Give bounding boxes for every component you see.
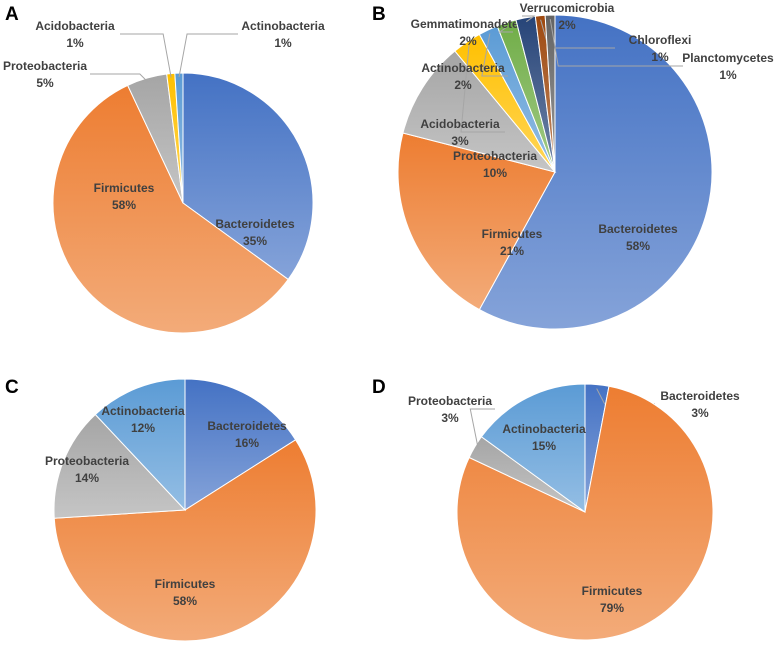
slice-label-percent: 5%: [36, 76, 54, 90]
slice-label: Verrucomicrobia 2%: [520, 1, 615, 32]
slice-label-name: Planctomycetes: [682, 51, 774, 65]
slice-label-percent: 12%: [131, 421, 155, 435]
slice-label-name: Firmicutes: [155, 577, 216, 591]
slice-label-name: Bacteroidetes: [598, 222, 678, 236]
slice-label: Acidobacteria 1%: [35, 19, 115, 50]
slice-label-percent: 35%: [243, 234, 267, 248]
slice-label-name: Verrucomicrobia: [520, 1, 615, 15]
slice-label: Bacteroidetes 58%: [598, 222, 678, 253]
pie-slice-bacteroidetes: [478, 14, 713, 330]
slice-label-name: Actinobacteria: [101, 404, 185, 418]
slice-label-percent: 21%: [500, 244, 524, 258]
pie-slice-actinobacteria: [94, 378, 186, 512]
pie-slice-firmicutes: [53, 439, 317, 642]
slice-label: Proteobacteria 10%: [453, 149, 537, 180]
slice-label: Actinobacteria 12%: [101, 404, 185, 435]
panel-letter: C: [5, 377, 19, 398]
leader-line: [178, 33, 238, 78]
panel-letter: D: [372, 377, 386, 398]
slice-label-percent: 16%: [235, 436, 259, 450]
slice-label: Acidobacteria 3%: [420, 117, 500, 148]
slice-label-name: Proteobacteria: [453, 149, 537, 163]
pie-slice-actinobacteria: [174, 72, 184, 204]
slice-label-percent: 14%: [75, 471, 99, 485]
slice-label-name: Actinobacteria: [421, 61, 505, 75]
leader-line: [549, 18, 683, 67]
slice-label-name: Bacteroidetes: [660, 389, 740, 403]
slice-label: Bacteroidetes 3%: [660, 389, 740, 420]
leader-line: [481, 33, 508, 77]
slice-label-percent: 3%: [451, 134, 469, 148]
slice-label-percent: 3%: [441, 411, 459, 425]
slice-label-name: Gemmatimonadetes: [411, 17, 526, 31]
slice-label: Actinobacteria 1%: [241, 19, 325, 50]
pie-slice-proteobacteria: [53, 413, 187, 519]
panel-letter: B: [372, 4, 386, 25]
pie-slice-proteobacteria: [402, 50, 557, 173]
slice-label: Bacteroidetes 35%: [215, 217, 295, 248]
slice-label-percent: 58%: [173, 594, 197, 608]
leader-line: [90, 73, 149, 83]
slice-label-percent: 2%: [459, 34, 477, 48]
slice-label-percent: 1%: [274, 36, 292, 50]
pie-slice-planctomycetes: [544, 14, 556, 173]
slice-label: Bacteroidetes 16%: [207, 419, 287, 450]
slice-label: Actinobacteria 2%: [421, 61, 505, 92]
leader-line: [460, 45, 505, 133]
slice-label-name: Proteobacteria: [3, 59, 87, 73]
slice-label-name: Actinobacteria: [241, 19, 325, 33]
slice-label: Firmicutes 21%: [482, 227, 543, 258]
slice-label-percent: 1%: [719, 68, 737, 82]
slice-label-percent: 58%: [626, 239, 650, 253]
slice-label-name: Proteobacteria: [45, 454, 129, 468]
slice-label-name: Proteobacteria: [408, 394, 492, 408]
slice-label: Firmicutes 79%: [582, 584, 643, 615]
pie-slice-firmicutes: [52, 84, 289, 334]
pie-slice-firmicutes: [456, 385, 714, 641]
slice-label-name: Bacteroidetes: [207, 419, 287, 433]
pie-panel-d: D Bacteroidetes 3% Firmicutes 79% Proteobacte…: [372, 377, 740, 641]
slice-label: Proteobacteria 14%: [45, 454, 129, 485]
pie-slice-actinobacteria: [480, 383, 586, 513]
pie-panel-a: A Bacteroidetes 35% Firmicutes 58% Proteobact…: [3, 4, 325, 334]
pie-panel-b: B Bacteroidetes 58% Firmicutes 21% Proteobact…: [372, 1, 774, 330]
slice-label: Firmicutes 58%: [155, 577, 216, 608]
slice-label: Proteobacteria 5%: [3, 59, 87, 90]
slice-label-percent: 15%: [532, 439, 556, 453]
panel-letter: A: [5, 4, 19, 25]
slice-label-name: Chloroflexi: [629, 33, 692, 47]
pie-slice-firmicutes: [397, 132, 556, 311]
slice-label-percent: 2%: [454, 78, 472, 92]
leader-line: [120, 33, 172, 78]
slice-label-percent: 58%: [112, 198, 136, 212]
pie-slice-bacteroidetes: [184, 378, 297, 511]
slice-label-percent: 1%: [66, 36, 84, 50]
slice-label-name: Firmicutes: [94, 181, 155, 195]
pie-slice-bacteroidetes: [182, 72, 314, 281]
slice-label: Firmicutes 58%: [94, 181, 155, 212]
leader-line: [498, 26, 513, 33]
pie-panel-c: C Bacteroidetes 16% Firmicutes 58% Proteobact…: [5, 377, 317, 642]
slice-label-percent: 79%: [600, 601, 624, 615]
slice-label-name: Actinobacteria: [502, 422, 586, 436]
slice-label: Proteobacteria 3%: [408, 394, 492, 425]
leader-line: [522, 15, 536, 23]
slice-label: Planctomycetes 1%: [682, 51, 774, 82]
slice-label-name: Firmicutes: [582, 584, 643, 598]
slice-label-percent: 1%: [651, 50, 669, 64]
slice-label-percent: 10%: [483, 166, 507, 180]
slice-label-name: Firmicutes: [482, 227, 543, 241]
slice-label-percent: 2%: [558, 18, 576, 32]
slice-label-name: Acidobacteria: [420, 117, 500, 131]
slice-label-name: Acidobacteria: [35, 19, 115, 33]
slice-label: Actinobacteria 15%: [502, 422, 586, 453]
slice-label: Gemmatimonadetes 2%: [411, 17, 526, 48]
slice-label: Chloroflexi 1%: [629, 33, 692, 64]
slice-label-name: Bacteroidetes: [215, 217, 295, 231]
leader-line: [469, 408, 495, 449]
slice-label-percent: 3%: [691, 406, 709, 420]
